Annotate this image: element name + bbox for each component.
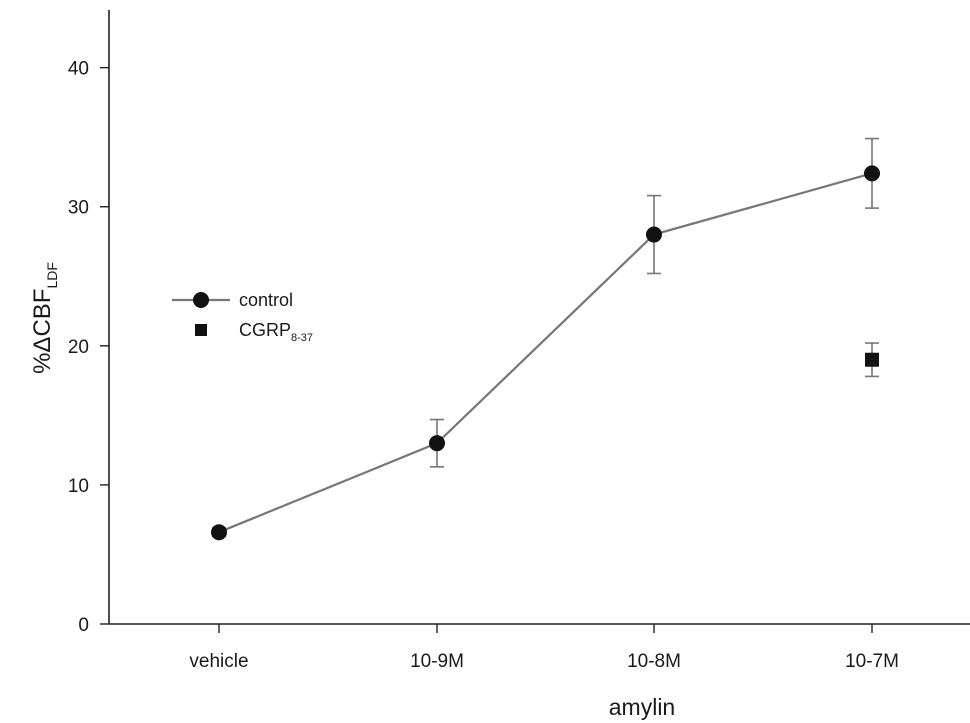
legend-label: CGRP8-37 [239,320,313,344]
y-tick-label: 20 [68,337,89,358]
legend: control CGRP8-37 [172,290,313,344]
x-axis-label: amylin [609,694,675,720]
data-point [864,165,880,182]
data-point [429,435,445,452]
legend-marker-circle [193,292,209,308]
legend-label-sub: 8-37 [291,332,313,344]
series-layer [211,137,880,541]
legend-label-main: control [239,290,293,310]
series-line [218,172,873,534]
series-cgrp [865,342,879,378]
x-tick-label: 10-7M [845,651,899,672]
x-tick-label: vehicle [189,651,248,672]
x-tick-label: 10-8M [627,651,681,672]
x-tick-label: 10-9M [410,651,464,672]
legend-label: control [239,290,293,310]
y-axis-label: %ΔCBFLDF [29,262,60,374]
data-point [646,226,662,243]
legend-marker-square [195,324,207,336]
y-tick-label: 30 [68,198,89,219]
legend-label-main: CGRP [239,320,291,340]
series-control [211,137,880,541]
y-axis-label-sub: LDF [44,262,60,288]
axes: 0 10 20 30 40 vehicle 10-9M 10-8M 10-7M [68,10,970,672]
y-tick-label: 0 [78,615,89,636]
data-point [865,352,879,367]
y-tick-label: 40 [68,59,89,80]
y-axis-label-main: %ΔCBF [29,289,56,374]
y-tick-label: 10 [68,476,89,497]
data-point [211,524,227,541]
